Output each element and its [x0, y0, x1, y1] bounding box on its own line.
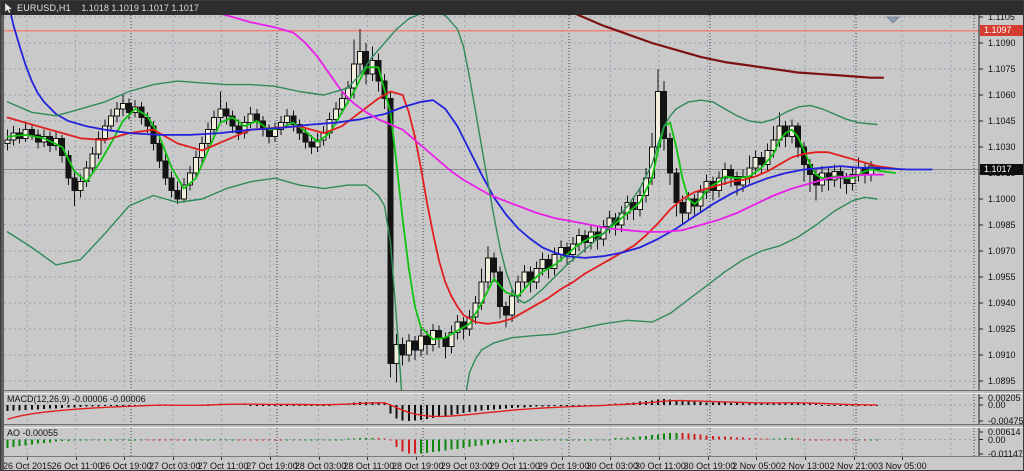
time-label: 26 Oct 11:00 — [51, 461, 103, 471]
time-tick — [270, 457, 272, 460]
macd-pane-layer — [4, 394, 979, 424]
time-label: 30 Oct 11:00 — [635, 461, 686, 471]
time-label: 27 Oct 03:00 — [148, 461, 201, 471]
time-label: 30 Oct 03:00 — [586, 461, 638, 471]
time-label: 3 Nov 05:00 — [878, 461, 927, 471]
price-tick-label: 1.1030 — [988, 142, 1016, 152]
time-tick — [756, 457, 758, 460]
time-label: 26 Oct 19:00 — [100, 461, 152, 471]
macd-scale-label: -0.00475 — [988, 416, 1024, 427]
ma-fast-green — [6, 66, 897, 341]
macd-scale-label: 0.00205 — [988, 393, 1021, 404]
macd-signal-line — [7, 399, 877, 420]
pane-separator[interactable] — [1, 390, 1023, 394]
cursor-icon — [4, 3, 13, 13]
chart-title-bar: EURUSD,H1 1.1018 1.1019 1.1017 1.1017 — [1, 1, 1023, 15]
price-tick-label: 1.1075 — [988, 64, 1016, 74]
ao-scale-label: 0.00 — [988, 434, 1006, 445]
time-label: 2 Nov 13:00 — [780, 461, 830, 471]
price-tick-label: 1.1060 — [988, 90, 1016, 100]
ao-pane-label: AO -0.00055 — [7, 428, 59, 438]
time-label: 30 Oct 19:00 — [683, 461, 736, 471]
ma-magenta — [222, 15, 884, 233]
time-label: 27 Oct 19:00 — [246, 461, 298, 471]
price-tick-label: 1.1090 — [988, 38, 1016, 48]
ask-price-badge: 1.1097 — [980, 25, 1023, 36]
time-label: 27 Oct 11:00 — [197, 461, 249, 471]
price-tick-label: 1.0895 — [988, 376, 1016, 386]
main-chart-pane[interactable] — [4, 15, 979, 390]
band-upper-seagreen — [6, 15, 878, 304]
time-tick — [610, 457, 612, 460]
time-tick — [124, 457, 126, 460]
price-tick-label: 1.0955 — [988, 272, 1016, 282]
price-scale[interactable]: 1.1105 1.1090 1.1075 1.1060 1.1045 1.1030 1.10… — [979, 12, 1024, 459]
time-label: 2 Nov 05:00 — [732, 461, 781, 471]
time-tick — [27, 457, 28, 460]
ao-pane[interactable] — [4, 428, 979, 456]
time-label: 29 Oct 03:00 — [440, 461, 493, 471]
time-label: 26 Oct 2015 — [3, 461, 53, 471]
time-tick — [221, 457, 223, 460]
chart-shift-marker — [886, 16, 900, 24]
time-label: 28 Oct 11:00 — [343, 461, 395, 471]
price-tick-label: 1.0970 — [988, 246, 1016, 256]
macd-scale-label: 0.00 — [988, 400, 1006, 410]
price-tick-label: 1.0925 — [988, 324, 1016, 334]
macd-pane-label: MACD(12,26,9) -0.00006 -0.00006 — [7, 394, 146, 404]
ao-pane-layer — [4, 428, 979, 456]
time-label: 28 Oct 03:00 — [294, 461, 347, 471]
time-label: 2 Nov 21:00 — [829, 461, 879, 471]
pane-separator[interactable] — [1, 424, 1023, 428]
time-tick — [659, 457, 661, 460]
time-tick — [707, 457, 709, 460]
time-tick — [561, 457, 563, 460]
time-tick — [902, 457, 904, 460]
ma-longterm-maroon — [575, 15, 885, 79]
price-tick-label: 1.0985 — [988, 220, 1016, 230]
main-pane-layer — [4, 15, 979, 390]
ohlc-values: 1.1018 1.1019 1.1017 1.1017 — [81, 3, 199, 13]
price-tick-label: 1.1000 — [988, 194, 1016, 204]
window-left-border — [1, 15, 4, 470]
time-tick — [415, 457, 417, 460]
price-tick-label: 1.0910 — [988, 350, 1016, 360]
time-tick — [318, 457, 320, 460]
symbol-period-label: EURUSD,H1 — [17, 3, 71, 13]
macd-pane[interactable] — [4, 394, 979, 424]
price-tick-label: 1.1105 — [988, 12, 1015, 22]
time-tick — [367, 457, 369, 460]
time-axis[interactable]: 26 Oct 2015 26 Oct 11:00 26 Oct 19:00 27 Oc… — [1, 456, 1023, 471]
time-label: 29 Oct 19:00 — [537, 461, 590, 471]
ao-scale-label: -0.01147 — [988, 448, 1023, 459]
time-tick — [172, 457, 174, 460]
last-price-badge: 1.1017 — [980, 164, 1023, 175]
time-tick — [513, 457, 515, 460]
price-tick-label: 1.1045 — [988, 116, 1016, 126]
time-tick — [804, 457, 806, 460]
time-tick — [464, 457, 466, 460]
ma-blue — [10, 15, 933, 259]
band-lower-seagreen — [6, 177, 878, 390]
ao-scale-label: 0.00614 — [988, 426, 1021, 437]
time-label: 28 Oct 19:00 — [391, 461, 444, 471]
time-tick — [75, 457, 77, 460]
time-tick — [853, 457, 855, 460]
price-tick-label: 1.0940 — [988, 298, 1016, 308]
time-label: 29 Oct 11:00 — [489, 461, 541, 471]
